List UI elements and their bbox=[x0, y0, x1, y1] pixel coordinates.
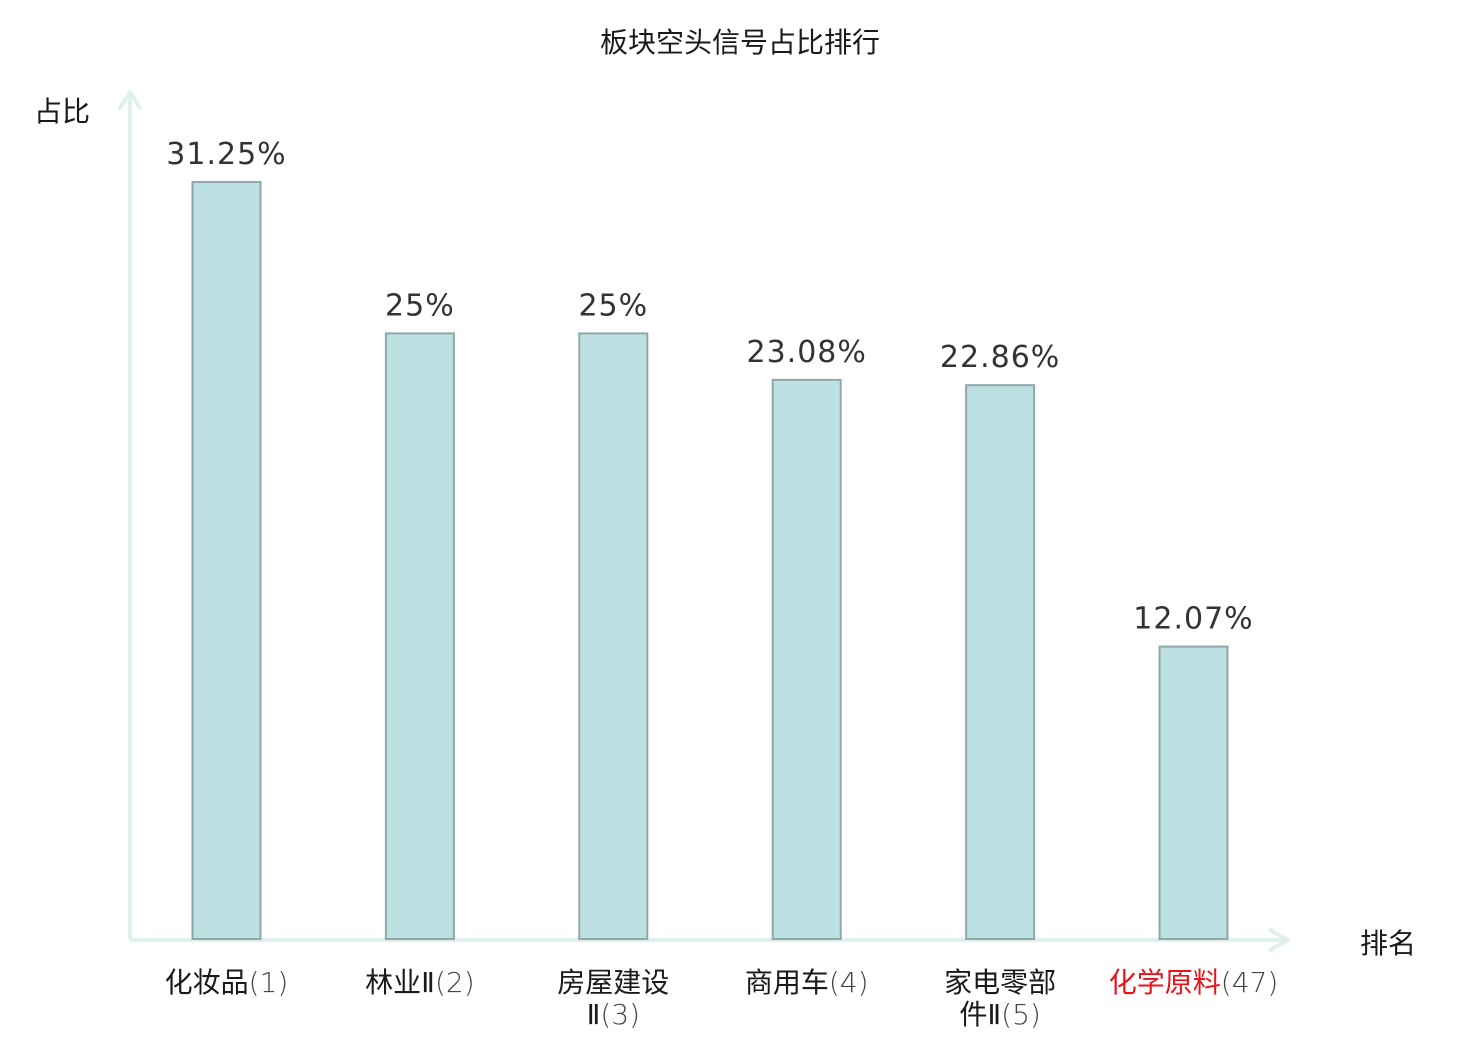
category-labels: 化妆品(1) 林业Ⅱ(2) 房屋建设 Ⅱ(3) 商用车(4) 家电零部件Ⅱ(5) 化学原料(… bbox=[165, 966, 1279, 1031]
bar-value-label: 25% bbox=[385, 288, 455, 323]
x-axis-title: 排名 bbox=[1360, 927, 1416, 960]
y-axis-title: 占比 bbox=[34, 95, 90, 128]
category-label: 林业Ⅱ(2) bbox=[365, 966, 474, 999]
bar-value-label: 25% bbox=[578, 288, 648, 323]
bar bbox=[771, 378, 842, 940]
category-label: 房屋建设 Ⅱ(3) bbox=[557, 966, 669, 1031]
value-labels: 31.25% 25% 25% 23.08% 22.86% 12.07% bbox=[166, 137, 1253, 637]
bar-value-label: 31.25% bbox=[166, 137, 286, 172]
bar-value-label: 22.86% bbox=[940, 340, 1060, 375]
y-axis-arrow bbox=[118, 90, 142, 110]
bar bbox=[384, 332, 455, 940]
category-label: 化妆品(1) bbox=[165, 966, 289, 999]
bar bbox=[965, 384, 1036, 940]
bar bbox=[578, 332, 649, 940]
bar bbox=[1158, 645, 1229, 940]
bars bbox=[191, 181, 1229, 940]
axes bbox=[118, 90, 1290, 952]
bar bbox=[191, 181, 262, 940]
chart-title: 板块空头信号占比排行 bbox=[600, 26, 880, 59]
bar-value-label: 23.08% bbox=[747, 335, 867, 370]
x-axis-arrow bbox=[1268, 928, 1290, 952]
category-label: 家电零部件Ⅱ(5) bbox=[944, 966, 1056, 1031]
bar-value-label: 12.07% bbox=[1133, 602, 1253, 637]
category-label: 化学原料(47) bbox=[1109, 966, 1279, 999]
category-label: 商用车(4) bbox=[745, 966, 869, 999]
